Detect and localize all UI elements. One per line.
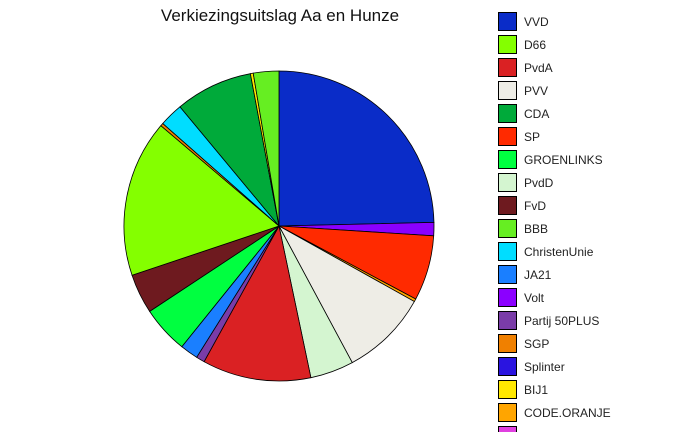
legend-swatch <box>498 104 517 123</box>
legend-swatch <box>498 403 517 422</box>
legend-label: FvD <box>524 198 546 213</box>
legend: VVD D66 PvdA PVV CDA SP GROENLINKS PvdD FvD BBB Ch… <box>498 10 698 432</box>
legend-swatch <box>498 150 517 169</box>
legend-swatch <box>498 58 517 77</box>
legend-label: SP <box>524 129 541 144</box>
pie-slice-bbb <box>252 70 280 227</box>
legend-item: ChristenUnie <box>498 240 698 263</box>
legend-swatch <box>498 265 517 284</box>
legend-label: GROENLINKS <box>524 152 603 167</box>
pie-slice-vvd <box>278 70 435 227</box>
legend-label: PVV <box>524 83 549 98</box>
legend-label: CODE.ORANJE <box>524 405 611 420</box>
legend-label: Volt <box>524 290 545 305</box>
legend-item: GROENLINKS <box>498 148 698 171</box>
legend-label: CDA <box>524 106 550 121</box>
legend-label: D66 <box>524 37 547 52</box>
legend-item: BBB <box>498 217 698 240</box>
legend-label: BBB <box>524 221 549 236</box>
legend-swatch <box>498 334 517 353</box>
legend-swatch <box>498 173 517 192</box>
legend-label: VVD <box>524 14 549 29</box>
legend-label: BIJ1 <box>524 382 549 397</box>
legend-swatch <box>498 288 517 307</box>
legend-item: SP <box>498 125 698 148</box>
legend-item: CDA <box>498 102 698 125</box>
legend-item: PVV <box>498 79 698 102</box>
legend-swatch <box>498 35 517 54</box>
legend-swatch <box>498 426 517 432</box>
legend-item: VVD <box>498 10 698 33</box>
pie-slice-pvv <box>278 224 415 364</box>
legend-label: ChristenUnie <box>524 244 594 259</box>
legend-item: Volt <box>498 286 698 309</box>
legend-swatch <box>498 219 517 238</box>
legend-label: JA21 <box>524 267 552 282</box>
legend-item: SGP <box>498 332 698 355</box>
legend-item: Splinter <box>498 355 698 378</box>
legend-swatch <box>498 81 517 100</box>
legend-swatch <box>498 196 517 215</box>
legend-label: Splinter <box>524 359 565 374</box>
legend-swatch <box>498 127 517 146</box>
legend-item: FvD <box>498 194 698 217</box>
legend-swatch <box>498 311 517 330</box>
pie-chart <box>123 70 435 382</box>
legend-item: JA21 <box>498 263 698 286</box>
legend-item: D66 <box>498 33 698 56</box>
pie-slice-d66 <box>123 125 280 276</box>
legend-swatch <box>498 242 517 261</box>
legend-item: Partij 50PLUS <box>498 309 698 332</box>
legend-item: CODE.ORANJE <box>498 401 698 424</box>
legend-item <box>498 424 698 432</box>
legend-item: BIJ1 <box>498 378 698 401</box>
legend-item: PvdD <box>498 171 698 194</box>
legend-item: PvdA <box>498 56 698 79</box>
chart-title: Verkiezingsuitslag Aa en Hunze <box>160 6 400 25</box>
pie-slice-pvda <box>203 224 312 382</box>
legend-swatch <box>498 12 517 31</box>
legend-label: Partij 50PLUS <box>524 313 600 328</box>
legend-label: PvdD <box>524 175 554 190</box>
legend-swatch <box>498 380 517 399</box>
legend-swatch <box>498 357 517 376</box>
legend-label: SGP <box>524 336 550 351</box>
legend-label: PvdA <box>524 60 553 75</box>
